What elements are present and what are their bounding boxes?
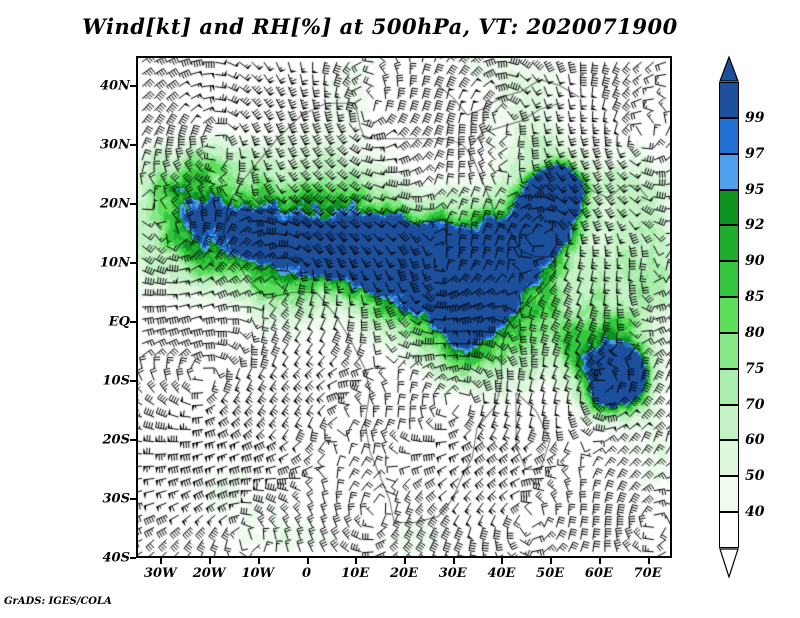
colorbar-tick-label: 97 [745,145,765,162]
lat-tick-mark [130,379,136,382]
lon-tick-label: 30W [144,566,177,581]
colorbar-bottom-arrow [719,548,739,578]
colorbar-band [719,404,739,441]
colorbar-band [719,117,739,154]
colorbar-tick-label: 50 [745,468,765,485]
lon-tick-mark [306,558,309,564]
colorbar-tick-label: 60 [745,432,765,449]
lat-tick-mark [130,497,136,500]
lon-tick-mark [501,558,504,564]
lat-tick-label: 40S [102,550,130,566]
map-plot-area[interactable]: 40N 30N 20N 10N EQ 10S 20S 30S 40S 30W 20W 10W 0 10E… [100,56,672,581]
lon-tick-mark [550,558,553,564]
lon-tick-mark [160,558,163,564]
colorbar-tick-label: 80 [745,324,765,341]
colorbar-band [719,512,739,548]
lon-tick-mark [355,558,358,564]
colorbar-tick-label: 90 [745,253,765,270]
wind-rh-map-canvas [136,56,672,558]
colorbar-tick-label: 40 [745,504,765,521]
colorbar-band [719,82,739,118]
colorbar-band [719,261,739,298]
lon-tick-label: 20E [390,566,418,581]
colorbar-band [719,153,739,190]
lon-tick-label: 30E [438,566,467,581]
lon-tick-label: 60E [584,566,613,581]
lon-tick-mark [404,558,406,564]
lon-tick-label: 70E [633,566,662,581]
lat-tick-mark [130,84,136,87]
colorbar-band [719,440,739,477]
colorbar-tick-label: 85 [745,289,765,306]
lon-tick-label: 10E [341,566,370,581]
lon-tick-label: 50E [536,566,565,581]
colorbar-tick-label: 99 [745,109,765,126]
lon-tick-label: 20W [192,566,226,581]
colorbar-band [719,332,739,369]
lon-tick-label: 10W [241,566,275,581]
lon-tick-mark [257,558,260,564]
lat-tick-mark [130,261,136,264]
colorbar-band [719,297,739,333]
lat-tick-label: 20N [100,196,130,212]
lat-tick-mark [130,202,136,205]
colorbar-band [719,225,739,262]
colorbar-tick-label: 92 [745,217,765,234]
colorbar-top-arrow [719,56,739,82]
lon-tick-label: 0 [302,566,312,581]
colorbar-tick-label: 95 [745,181,765,198]
lat-tick-label: 40N [100,78,130,94]
colorbar-band [719,476,739,513]
lon-tick-mark [598,558,601,564]
colorbar-tick-label: 75 [745,360,765,377]
lon-tick-mark [209,558,212,564]
colorbar-tick-label: 70 [745,396,765,413]
lat-tick-label: 10S [102,373,130,389]
lon-tick-mark [452,558,455,564]
lat-tick-label: 30N [100,137,130,153]
lon-tick-mark [647,558,650,564]
lat-tick-label: 20S [102,432,130,448]
colorbar-band [719,189,739,226]
colorbar-band [719,368,739,405]
rh-colorbar[interactable]: 99 97 95 92 90 85 80 75 70 60 50 40 [719,56,764,578]
credit-text: GrADS: IGES/COLA [4,596,112,607]
lat-tick-mark [130,143,136,146]
lat-tick-mark [130,320,136,323]
lat-tick-mark [130,438,136,441]
lat-tick-label: EQ [108,314,130,330]
lat-tick-label: 30S [102,491,130,507]
lon-tick-label: 40E [487,566,516,581]
lat-tick-mark [130,557,136,559]
page-title: Wind[kt] and RH[%] at 500hPa, VT: 202007… [82,14,678,39]
lat-tick-label: 10N [100,255,130,271]
